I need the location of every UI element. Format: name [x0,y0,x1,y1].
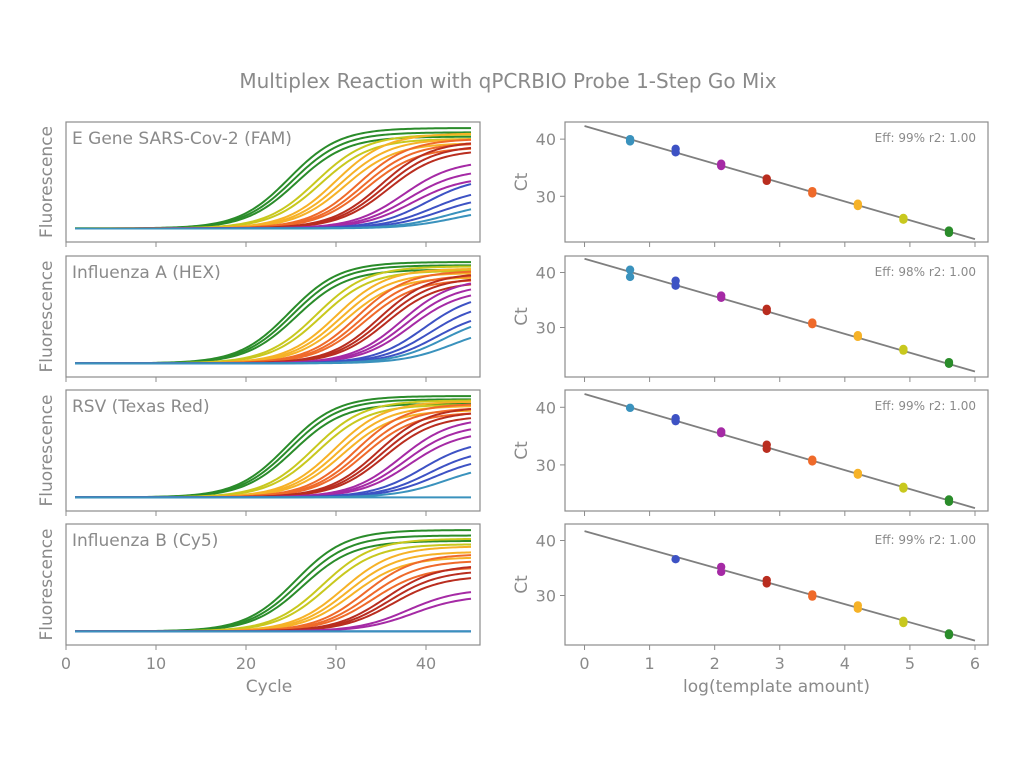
data-point [808,189,817,198]
amplification-curve [75,540,472,633]
data-point [899,618,908,628]
data-point [944,497,954,506]
data-point [625,403,635,413]
y-axis-label: Ct [512,307,532,326]
data-point [853,470,863,479]
panel-title: RSV (Texas Red) [72,397,210,417]
data-point [944,359,954,368]
panel-frame [65,121,481,243]
fit-line [584,530,976,642]
x-tick-label: 0 [61,654,71,673]
fit-annotation: Eff: 99% r2: 1.00 [875,131,976,145]
data-point [671,555,680,564]
data-point [716,567,726,577]
x-tick-label: 20 [236,654,256,673]
panel-frame [65,389,481,512]
data-point [853,332,863,342]
panel-frame [564,121,989,243]
y-tick-label: 40 [536,532,556,551]
x-axis-label: Cycle [246,677,292,697]
standard-curve-panel-1: 30 40 Eff: 99% r2: 1.00 Ct [512,121,989,247]
panel-frame [564,523,989,646]
y-tick-label: 40 [536,130,556,149]
data-point [853,201,863,211]
fit-annotation: Eff: 99% r2: 1.00 [875,533,976,547]
data-point [762,444,771,453]
data-point [762,579,771,588]
data-point [625,265,635,274]
x-tick-label: 30 [326,654,346,673]
x-tick-label: 3 [775,654,785,673]
x-tick-label: 40 [416,654,436,673]
panel-title: Influenza A (HEX) [72,263,221,283]
data-point [762,306,771,316]
figure-title: Multiplex Reaction with qPCRBIO Probe 1-… [239,69,776,93]
panel-title: E Gene SARS-Cov-2 (FAM) [72,129,292,149]
y-axis-label: Fluorescence [37,126,57,238]
amplification-curve [75,336,472,365]
x-tick-label: 6 [970,654,980,673]
amplification-curve [75,537,472,633]
standard-curve-panel-4: 30 40 Eff: 99% r2: 1.00 Ct 0 1 2 3 4 5 6 log(templa… [512,523,989,697]
amplification-panel-3: RSV (Texas Red) Fluorescence [37,389,481,516]
y-axis-label: Fluorescence [37,395,57,507]
data-point [944,630,954,640]
data-point [808,592,817,601]
amplification-panel-2: Influenza A (HEX) Fluorescence [37,255,481,382]
data-point [899,346,908,355]
y-axis-label: Ct [512,575,532,594]
panel-frame [564,389,989,512]
data-point [625,137,635,146]
y-tick-label: 40 [536,398,556,417]
y-tick-label: 30 [536,187,556,206]
panel-frame [65,255,481,378]
standard-curve-panel-2: 30 40 Eff: 98% r2: 1.00 Ct [512,255,989,382]
x-tick-label: 2 [710,654,720,673]
y-axis-label: Fluorescence [37,529,57,641]
fit-annotation: Eff: 99% r2: 1.00 [875,399,976,413]
data-point [625,272,635,282]
fit-line [584,125,976,241]
data-point [716,293,726,302]
data-point [944,228,954,238]
data-point [899,215,908,224]
panel-frame [65,523,481,646]
x-tick-label: 4 [840,654,850,673]
data-point [808,320,817,329]
panel-frame [564,255,989,378]
fit-line [584,257,976,373]
y-axis-label: Ct [512,441,532,460]
fit-annotation: Eff: 98% r2: 1.00 [875,265,976,279]
x-tick-label: 0 [579,654,589,673]
data-point [671,416,680,426]
data-point [716,161,726,171]
data-point [853,604,863,613]
x-tick-label: 10 [146,654,166,673]
x-tick-label: 1 [645,654,655,673]
standard-curve-panel-3: 30 40 Eff: 99% r2: 1.00 Ct [512,389,989,516]
data-point [808,457,817,466]
y-tick-label: 30 [536,587,556,606]
data-point [716,429,726,438]
y-axis-label: Fluorescence [37,261,57,373]
x-axis-label: log(template amount) [683,677,870,697]
amplification-curve [75,577,472,633]
amplification-curve [75,435,472,499]
data-point [671,281,680,290]
x-tick-label: 5 [905,654,915,673]
data-point [671,148,680,157]
panel-title: Influenza B (Cy5) [72,531,218,551]
amplification-panel-1: E Gene SARS-Cov-2 (FAM) Fluorescence [37,121,481,247]
amplification-curve [75,214,472,230]
data-point [899,484,908,493]
y-tick-label: 30 [536,456,556,475]
y-tick-label: 30 [536,319,556,338]
y-axis-label: Ct [512,172,532,191]
fit-line [584,393,976,509]
y-tick-label: 40 [536,264,556,283]
data-point [762,176,771,186]
